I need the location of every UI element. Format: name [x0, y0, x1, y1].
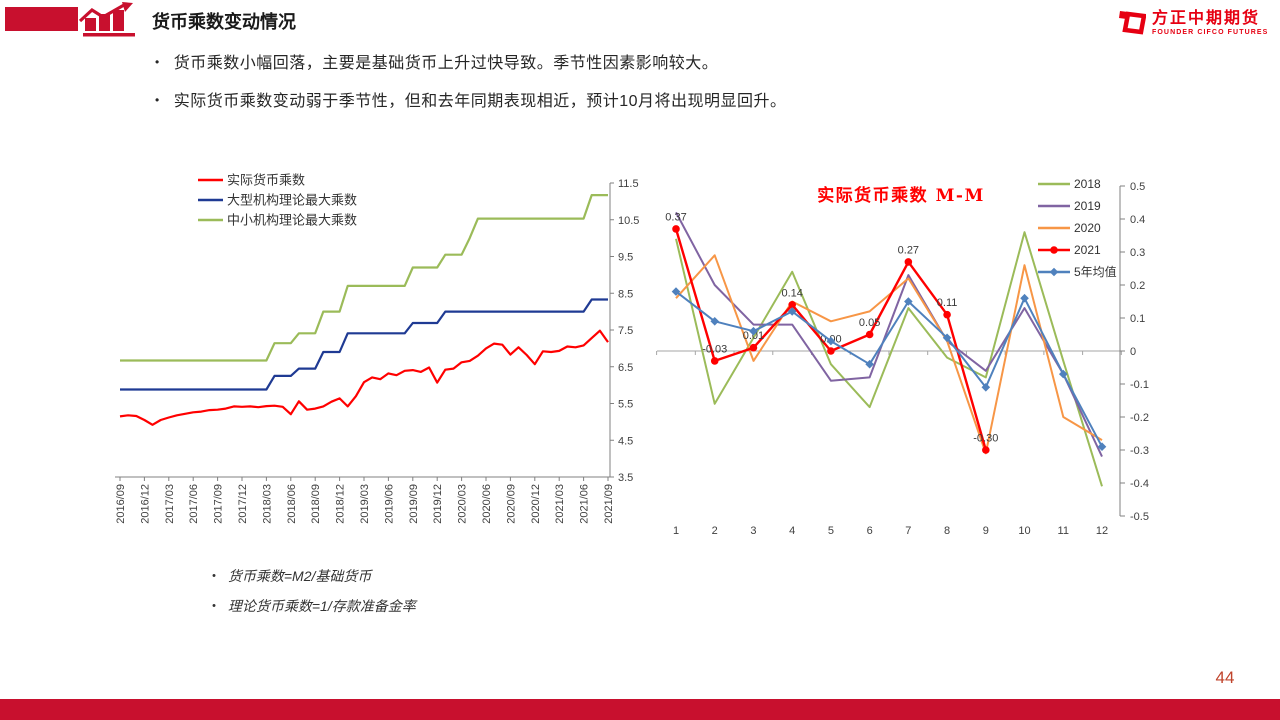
svg-text:2021/09: 2021/09 — [603, 484, 615, 524]
svg-text:2021: 2021 — [1074, 243, 1101, 257]
svg-text:0.2: 0.2 — [1130, 280, 1145, 292]
svg-text:9: 9 — [983, 525, 989, 537]
svg-text:11: 11 — [1058, 525, 1069, 537]
footer-bar — [0, 699, 1280, 720]
svg-text:9.5: 9.5 — [618, 252, 633, 264]
svg-text:0.5: 0.5 — [1130, 181, 1145, 193]
money-multiplier-line-chart: 3.5 4.5 5.5 6.5 7.5 8.5 9.5 10.5 11.5 2016/09 2016… — [115, 173, 639, 524]
svg-text:3.5: 3.5 — [618, 472, 633, 484]
svg-text:2016/09: 2016/09 — [115, 484, 127, 524]
svg-text:2020: 2020 — [1074, 221, 1101, 235]
svg-text:4.5: 4.5 — [618, 435, 633, 447]
svg-text:2020/12: 2020/12 — [530, 484, 542, 524]
svg-text:2: 2 — [712, 525, 718, 537]
money-multiplier-mom-seasonal-chart: 0.50.40.30.20.10-0.1-0.2-0.3-0.4-0.51 2 3 4… — [656, 177, 1149, 537]
svg-text:大型机构理论最大乘数: 大型机构理论最大乘数 — [227, 193, 357, 208]
svg-text:8: 8 — [944, 525, 950, 537]
svg-text:-0.30: -0.30 — [973, 433, 998, 445]
svg-text:2016/12: 2016/12 — [139, 484, 151, 524]
svg-text:3: 3 — [750, 525, 756, 537]
svg-text:6.5: 6.5 — [618, 362, 633, 374]
svg-text:-0.2: -0.2 — [1130, 412, 1149, 424]
svg-text:中小机构理论最大乘数: 中小机构理论最大乘数 — [227, 213, 357, 228]
svg-text:2018/12: 2018/12 — [335, 484, 347, 524]
logo-subtitle: FOUNDER CIFCO FUTURES — [1152, 29, 1269, 36]
svg-text:0.05: 0.05 — [859, 317, 880, 329]
logo-name: 方正中期期货 — [1152, 10, 1261, 27]
svg-text:2020/06: 2020/06 — [481, 484, 493, 524]
svg-text:0.01: 0.01 — [743, 330, 764, 342]
svg-text:6: 6 — [867, 525, 873, 537]
bar-chart-arrow-icon — [78, 2, 135, 37]
svg-text:-0.1: -0.1 — [1130, 379, 1149, 391]
svg-text:7.5: 7.5 — [618, 325, 633, 337]
svg-text:-0.3: -0.3 — [1130, 445, 1149, 457]
svg-text:2017/09: 2017/09 — [213, 484, 225, 524]
svg-text:-0.4: -0.4 — [1130, 478, 1149, 490]
svg-text:5年均值: 5年均值 — [1074, 264, 1117, 279]
svg-text:5.5: 5.5 — [618, 399, 633, 411]
svg-text:0.14: 0.14 — [781, 287, 802, 299]
header-red-block — [5, 7, 78, 31]
logo-icon — [1119, 11, 1146, 35]
svg-text:2019/03: 2019/03 — [359, 484, 371, 524]
svg-text:11.5: 11.5 — [618, 178, 639, 190]
svg-text:2017/06: 2017/06 — [188, 484, 200, 524]
svg-text:2019/06: 2019/06 — [383, 484, 395, 524]
svg-text:8.5: 8.5 — [618, 288, 633, 300]
svg-text:2017/03: 2017/03 — [164, 484, 176, 524]
svg-text:-0.5: -0.5 — [1130, 511, 1149, 523]
bullet-point-2: 实际货币乘数变动弱于季节性，但和去年同期表现相近，预计10月将出现明显回升。 — [155, 87, 787, 111]
svg-text:0.37: 0.37 — [665, 211, 686, 223]
footnote-2: 理论货币乘数=1/存款准备金率 — [212, 596, 416, 616]
svg-text:10: 10 — [1018, 525, 1030, 537]
svg-text:0.4: 0.4 — [1130, 214, 1145, 226]
svg-text:1: 1 — [673, 525, 679, 537]
svg-text:2019/09: 2019/09 — [408, 484, 420, 524]
svg-text:10.5: 10.5 — [618, 215, 639, 227]
svg-text:2021/03: 2021/03 — [554, 484, 566, 524]
svg-text:7: 7 — [905, 525, 911, 537]
svg-text:2019: 2019 — [1074, 199, 1101, 213]
svg-text:2018/06: 2018/06 — [286, 484, 298, 524]
footnote-1: 货币乘数=M2/基础货币 — [212, 566, 372, 586]
svg-text:5: 5 — [828, 525, 834, 537]
svg-text:2020/09: 2020/09 — [505, 484, 517, 524]
svg-text:实际货币乘数 M-M: 实际货币乘数 M-M — [817, 185, 985, 206]
svg-text:2020/03: 2020/03 — [457, 484, 469, 524]
svg-text:2019/12: 2019/12 — [432, 484, 444, 524]
svg-text:12: 12 — [1096, 525, 1108, 537]
svg-text:0: 0 — [1130, 346, 1136, 358]
svg-text:2018/09: 2018/09 — [310, 484, 322, 524]
svg-text:2018/03: 2018/03 — [261, 484, 273, 524]
page-number: 44 — [1215, 668, 1235, 687]
page-title: 货币乘数变动情况 — [152, 12, 296, 32]
company-logo: 方正中期期货 FOUNDER CIFCO FUTURES — [1118, 10, 1268, 36]
svg-text:0.11: 0.11 — [937, 297, 958, 309]
svg-text:2017/12: 2017/12 — [237, 484, 249, 524]
svg-text:实际货币乘数: 实际货币乘数 — [227, 173, 305, 188]
svg-text:0.3: 0.3 — [1130, 247, 1145, 259]
svg-text:-0.03: -0.03 — [702, 343, 727, 355]
svg-text:2021/06: 2021/06 — [579, 484, 591, 524]
svg-text:2018: 2018 — [1074, 177, 1101, 191]
svg-text:4: 4 — [789, 525, 795, 537]
svg-text:0.27: 0.27 — [898, 244, 919, 256]
bullet-point-1: 货币乘数小幅回落，主要是基础货币上升过快导致。季节性因素影响较大。 — [155, 49, 718, 73]
svg-text:0.1: 0.1 — [1130, 313, 1145, 325]
